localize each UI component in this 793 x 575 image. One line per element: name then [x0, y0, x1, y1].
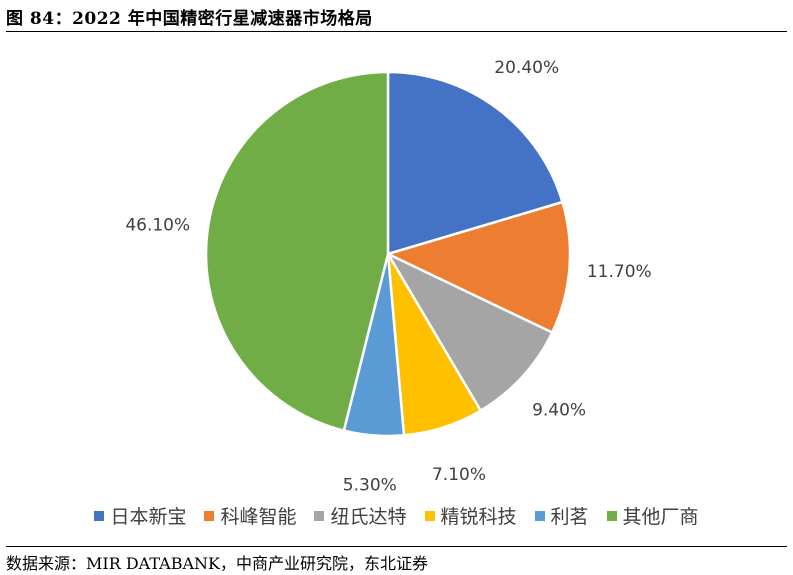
legend-swatch-5: [534, 510, 545, 521]
bottom-rule: [6, 546, 787, 547]
data-source-note: 数据来源：MIR DATABANK，中商产业研究院，东北证券: [6, 554, 428, 573]
legend-item-4: 精锐科技: [424, 502, 517, 529]
legend-item-2: 科峰智能: [204, 502, 296, 529]
pie-slice-1: [386, 70, 564, 256]
legend-item-3: 纽氏达特: [314, 502, 407, 529]
legend-item-1: 日本新宝: [94, 502, 186, 529]
legend-label-2: 科峰智能: [220, 506, 297, 528]
legend-label-4: 精锐科技: [440, 506, 517, 528]
legend-item-6: 其他厂商: [606, 502, 699, 529]
legend-label-5: 利茗: [550, 506, 589, 528]
pie-data-label-2: 11.70%: [587, 262, 652, 282]
pie-slice-2: [386, 200, 572, 334]
pie-slice-6: [204, 70, 390, 432]
pie-slice-3: [386, 252, 554, 412]
legend-swatch-4: [424, 510, 435, 521]
pie-data-label-3: 9.40%: [532, 401, 586, 421]
chart-legend: 日本新宝 科峰智能 纽氏达特 精锐科技 利茗 其他厂商: [0, 502, 793, 529]
pie-data-label-6: 46.10%: [125, 216, 190, 236]
pie-data-label-5: 5.30%: [343, 475, 397, 495]
legend-swatch-6: [606, 510, 617, 521]
legend-swatch-1: [94, 510, 105, 521]
pie-data-label-1: 20.40%: [494, 58, 559, 78]
legend-item-5: 利茗: [534, 502, 589, 529]
legend-label-1: 日本新宝: [110, 506, 187, 528]
legend-label-3: 纽氏达特: [330, 506, 407, 528]
pie-data-label-4: 7.10%: [432, 465, 486, 485]
pie-labels: 20.40% 11.70% 9.40% 7.10% 5.30% 46.10%: [125, 58, 651, 495]
top-rule: [6, 31, 787, 32]
chart-title: 图 84：2022 年中国精密行星减速器市场格局: [6, 9, 373, 29]
legend-swatch-2: [204, 510, 215, 521]
legend-label-6: 其他厂商: [622, 506, 699, 528]
pie-slices: [204, 70, 572, 438]
pie-chart: 20.40% 11.70% 9.40% 7.10% 5.30% 46.10%: [125, 58, 651, 495]
legend-swatch-3: [314, 510, 325, 521]
